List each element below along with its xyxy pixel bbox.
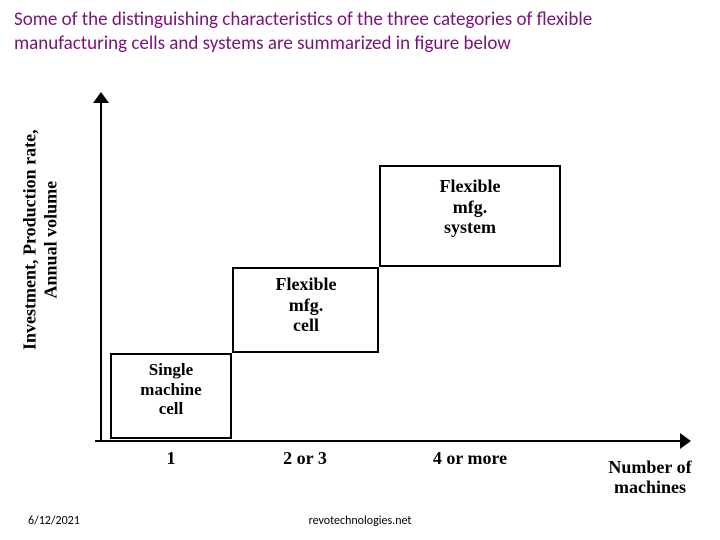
x-axis-title-l1: Number of [608,457,691,477]
label-single-l2: machine [140,380,201,399]
y-axis-label: Investment, Production rate, Annual volu… [19,130,60,351]
xtick-1: 1 [111,448,231,469]
label-system-l2: mfg. [453,197,488,217]
y-axis-label-line2: Annual volume [40,181,60,299]
label-single: Single machine cell [118,360,224,419]
footer-center: revotechnologies.net [0,514,720,528]
label-cell-l1: Flexible [276,274,337,294]
x-axis-line [95,440,680,442]
xtick-2or3: 2 or 3 [245,448,365,469]
label-single-l3: cell [159,399,184,418]
y-axis-label-line1: Investment, Production rate, [19,130,39,351]
label-cell: Flexible mfg. cell [244,274,368,336]
label-single-l1: Single [149,360,193,379]
label-system-l1: Flexible [440,176,501,196]
xtick-4ormore: 4 or more [410,448,530,469]
x-axis-arrowhead [680,433,691,449]
label-cell-l3: cell [293,315,319,335]
x-axis-title: Number of machines [590,458,710,498]
slide-title: Some of the distinguishing characteristi… [14,8,706,56]
label-system-l3: system [444,217,496,237]
y-axis-line [100,100,102,440]
label-system: Flexible mfg. system [393,176,547,238]
y-axis-arrowhead [93,92,109,103]
label-cell-l2: mfg. [289,295,324,315]
fms-diagram: Investment, Production rate, Annual volu… [0,70,720,510]
x-axis-title-l2: machines [614,477,686,497]
